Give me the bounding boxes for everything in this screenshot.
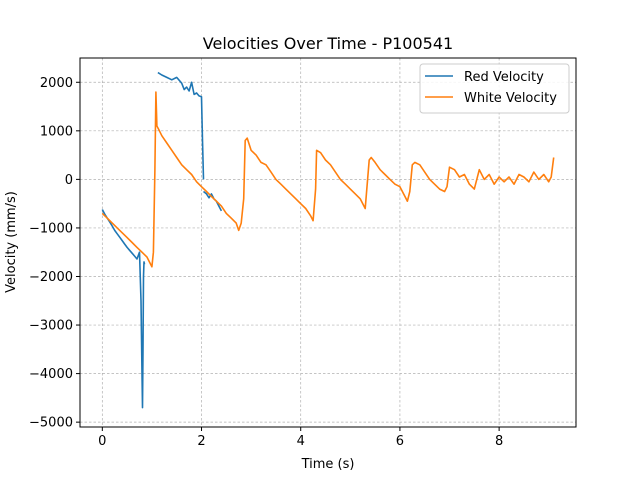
legend-box	[419, 63, 570, 114]
series-layer	[101, 71, 555, 409]
x-tick-label: 8	[495, 434, 503, 449]
y-tick-label: 0	[65, 173, 73, 188]
series-line-white-velocity-segment-0	[101, 91, 555, 268]
x-tick-label: 4	[297, 434, 305, 449]
y-tick-label: −2000	[29, 270, 73, 285]
y-tick-label: 2000	[40, 76, 73, 91]
grid-layer	[80, 58, 576, 427]
series-line-red-velocity-segment-2	[203, 190, 223, 212]
series-line-red-velocity-segment-0	[101, 209, 146, 409]
legend: Red Velocity White Velocity	[419, 63, 570, 114]
y-tick-label: −1000	[29, 221, 73, 236]
y-tick-label: −3000	[29, 319, 73, 334]
plot-frame	[79, 57, 577, 428]
x-tick-label: 0	[98, 434, 106, 449]
tick-layer: 0 2 4 6 8 −5000 −4000 −3000 −2000 −1000 0 1000 2000	[29, 76, 503, 449]
x-tick-label: 2	[197, 434, 205, 449]
legend-label-white-velocity: White Velocity	[464, 91, 557, 106]
chart-title: Velocities Over Time - P100541	[203, 34, 453, 53]
x-tick-label: 6	[396, 434, 404, 449]
y-axis-title: Velocity (mm/s)	[4, 191, 19, 293]
x-axis-title: Time (s)	[301, 457, 355, 472]
y-tick-label: −4000	[29, 367, 73, 382]
y-tick-label: −5000	[29, 416, 73, 431]
legend-label-red-velocity: Red Velocity	[464, 70, 544, 85]
series-line-red-velocity-segment-1	[157, 71, 205, 180]
y-tick-label: 1000	[40, 124, 73, 139]
